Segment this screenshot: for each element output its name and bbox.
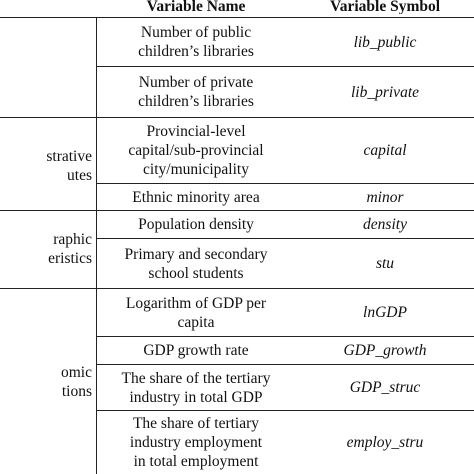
table-row-name: Ethnic minority area [96,184,296,210]
name-line: Population density [138,216,254,233]
name-line: industry employment [129,434,263,451]
table-row-symbol: GDP_struc [349,379,421,396]
category-economic-conditions: omic tions [0,358,92,406]
column-divider [96,18,97,474]
row-divider [96,183,474,184]
table-row-name: Primary and secondary school students [96,239,296,288]
row-divider [96,66,474,67]
name-line: capital/sub-provincial [128,142,264,159]
group-divider [0,210,474,211]
name-line: Logarithm of GDP per [125,294,267,312]
name-line: industry in total GDP [129,388,263,406]
name-line: Number of private [138,74,254,91]
name-line: Primary and secondary [124,245,268,263]
row-divider [96,410,474,411]
table-row-name: The share of tertiary industry employment… [96,411,296,474]
category-demographic-characteristics: raphic eristics [0,225,92,273]
table-row-name: Provincial-level capital/sub-provincial ci… [96,118,296,183]
category-administrative-attributes: strative utes [0,142,92,190]
row-divider [96,364,474,365]
name-line: Ethnic minority area [132,188,260,206]
header-variable-name: Variable Name [146,0,246,14]
category-line-2: utes [67,167,92,184]
table-row-name: Number of private children’s libraries [96,67,296,117]
category-line-1: omic [61,364,92,381]
category-line-1: raphic [53,231,92,248]
name-line: GDP growth rate [143,342,249,359]
table-row-name: Population density [96,211,296,238]
group-divider [0,288,474,289]
table-row-name: The share of the tertiary industry in tot… [96,365,296,410]
table-row-symbol: density [363,216,407,233]
group-divider [0,117,474,118]
name-line: The share of tertiary [132,415,260,432]
table-row-symbol: stu [375,255,395,272]
table-row-symbol: lnGDP [363,304,407,321]
name-line: Number of public [140,24,252,41]
row-divider [96,336,474,337]
category-line-1: strative [46,148,92,165]
name-line: school students [148,264,244,282]
row-divider [96,238,474,239]
table-row-name: Logarithm of GDP per capita [96,289,296,336]
table-row-name: Number of public children’s libraries [96,18,296,66]
name-line: Provincial-level [146,123,246,140]
table-row-name: GDP growth rate [96,337,296,364]
name-line: city/municipality [143,161,249,178]
category-line-2: tions [61,383,92,400]
table-row-symbol: lib_public [353,33,417,51]
rule-under-header [0,17,474,18]
table-row-symbol: GDP_growth [343,342,427,359]
name-line: The share of the tertiary [121,369,271,387]
category-line-2: eristics [48,250,92,267]
name-line: children’s libraries [138,43,254,60]
name-line: capita [177,313,215,331]
header-variable-symbol: Variable Symbol [329,0,441,14]
name-line: in total employment [133,453,259,470]
name-line: children’s libraries [138,93,254,110]
table-row-symbol: minor [366,188,404,206]
table-row-symbol: employ_stru [346,434,424,451]
table-row-symbol: lib_private [350,83,420,101]
table-row-symbol: capital [363,142,407,159]
